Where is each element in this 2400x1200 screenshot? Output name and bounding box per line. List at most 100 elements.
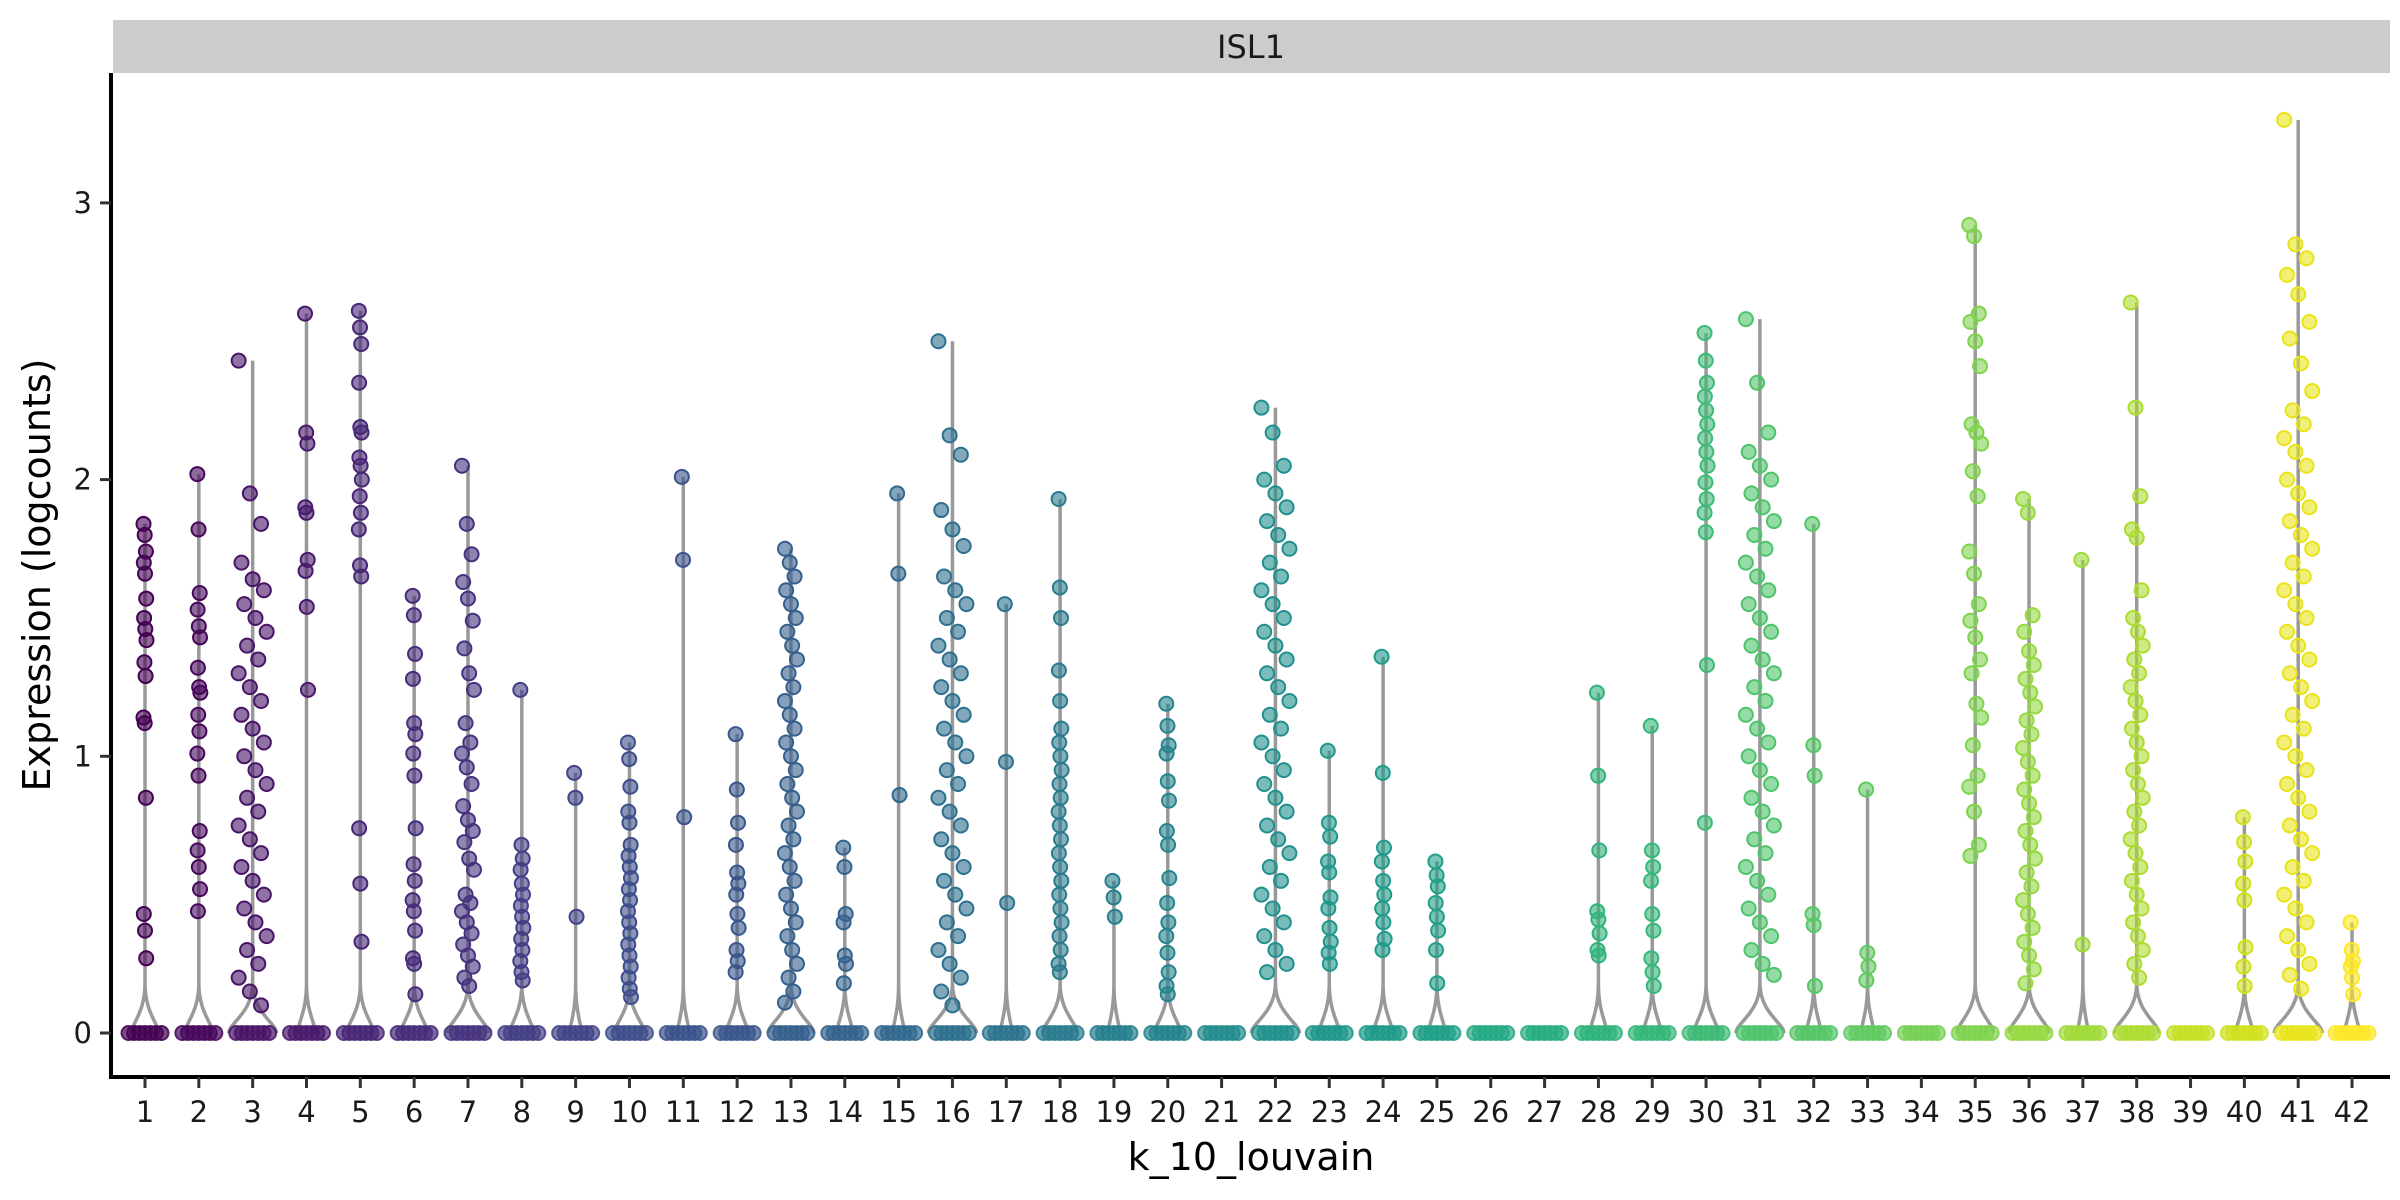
x-tick-label-3: 3 bbox=[243, 1095, 261, 1129]
x-tick-label-25: 25 bbox=[1418, 1095, 1455, 1129]
data-point-cluster-35 bbox=[1973, 709, 1990, 726]
data-point-cluster-13 bbox=[785, 831, 802, 848]
data-point-cluster-6 bbox=[405, 745, 422, 762]
data-point-cluster-31 bbox=[1751, 457, 1768, 474]
data-point-cluster-5 bbox=[353, 568, 370, 585]
data-point-cluster-23 bbox=[1321, 955, 1338, 972]
data-point-cluster-18 bbox=[1053, 831, 1070, 848]
data-point-cluster-22 bbox=[1278, 651, 1295, 668]
data-point-cluster-41 bbox=[2295, 568, 2312, 585]
data-point-cluster-20 bbox=[1159, 986, 1176, 1003]
data-point-cluster-36 bbox=[2022, 684, 2039, 701]
data-point-cluster-36 bbox=[2016, 623, 2033, 640]
data-point-cluster-10 bbox=[622, 989, 639, 1006]
data-point-cluster-42 bbox=[2344, 969, 2361, 986]
data-point-cluster-13 bbox=[780, 665, 797, 682]
data-point-cluster-7 bbox=[464, 958, 481, 975]
data-point-cluster-18 bbox=[1050, 490, 1067, 507]
x-tick-label-9: 9 bbox=[566, 1095, 584, 1129]
zero-point-cluster-42 bbox=[2360, 1025, 2377, 1041]
y-tick-label: 0 bbox=[74, 1016, 92, 1050]
data-point-cluster-35 bbox=[1966, 803, 1983, 820]
x-tick-label-16: 16 bbox=[934, 1095, 971, 1129]
data-point-cluster-31 bbox=[1737, 858, 1754, 875]
data-point-cluster-22 bbox=[1256, 471, 1273, 488]
data-point-cluster-41 bbox=[2290, 485, 2307, 502]
zero-point-cluster-2 bbox=[207, 1025, 224, 1041]
data-point-cluster-38 bbox=[2128, 734, 2145, 751]
data-point-cluster-5 bbox=[352, 457, 369, 474]
data-point-cluster-35 bbox=[1962, 313, 1979, 330]
data-point-cluster-20 bbox=[1159, 944, 1176, 961]
data-point-cluster-30 bbox=[1699, 416, 1716, 433]
data-point-cluster-6 bbox=[405, 903, 422, 920]
data-point-cluster-22 bbox=[1261, 706, 1278, 723]
data-point-cluster-38 bbox=[2128, 529, 2145, 546]
data-point-cluster-36 bbox=[2023, 878, 2040, 895]
data-point-cluster-25 bbox=[1427, 894, 1444, 911]
data-point-cluster-42 bbox=[2342, 914, 2359, 931]
data-point-cluster-16 bbox=[950, 928, 967, 945]
data-point-cluster-11 bbox=[676, 809, 693, 826]
data-point-cluster-31 bbox=[1763, 928, 1780, 945]
x-tick-label-23: 23 bbox=[1311, 1095, 1348, 1129]
data-point-cluster-3 bbox=[230, 817, 247, 834]
data-point-cluster-22 bbox=[1278, 955, 1295, 972]
data-point-cluster-41 bbox=[2293, 355, 2309, 372]
data-point-cluster-22 bbox=[1264, 900, 1281, 917]
data-point-cluster-22 bbox=[1275, 762, 1292, 779]
data-point-cluster-18 bbox=[1050, 803, 1067, 820]
data-point-cluster-19 bbox=[1105, 889, 1122, 906]
data-point-cluster-23 bbox=[1322, 828, 1339, 845]
data-point-cluster-7 bbox=[464, 612, 481, 629]
data-point-cluster-7 bbox=[456, 640, 473, 657]
data-point-cluster-30 bbox=[1698, 443, 1715, 460]
x-tick-label-22: 22 bbox=[1257, 1095, 1294, 1129]
data-point-cluster-18 bbox=[1051, 579, 1068, 596]
data-point-cluster-6 bbox=[407, 986, 424, 1003]
zero-point-cluster-37 bbox=[2091, 1025, 2108, 1041]
data-point-cluster-7 bbox=[461, 665, 478, 682]
data-point-cluster-3 bbox=[244, 720, 261, 737]
data-point-cluster-3 bbox=[230, 352, 247, 369]
data-point-cluster-13 bbox=[788, 651, 805, 668]
data-point-cluster-2 bbox=[192, 684, 209, 701]
data-point-cluster-2 bbox=[192, 881, 209, 898]
data-point-cluster-16 bbox=[941, 955, 958, 972]
data-point-cluster-37 bbox=[2073, 551, 2090, 568]
data-point-cluster-22 bbox=[1278, 499, 1295, 516]
data-point-cluster-24 bbox=[1376, 886, 1393, 903]
data-point-cluster-25 bbox=[1430, 922, 1447, 939]
data-point-cluster-5 bbox=[350, 302, 367, 319]
data-point-cluster-18 bbox=[1051, 775, 1068, 792]
data-point-cluster-17 bbox=[999, 894, 1016, 911]
data-point-cluster-41 bbox=[2279, 623, 2295, 640]
data-point-cluster-24 bbox=[1375, 839, 1392, 856]
data-point-cluster-36 bbox=[2022, 836, 2039, 853]
data-point-cluster-31 bbox=[1765, 665, 1782, 682]
data-point-cluster-38 bbox=[2122, 831, 2139, 848]
data-point-cluster-3 bbox=[255, 582, 272, 599]
data-point-cluster-13 bbox=[787, 762, 804, 779]
data-point-cluster-22 bbox=[1275, 914, 1292, 931]
data-point-cluster-3 bbox=[241, 679, 258, 696]
data-point-cluster-3 bbox=[233, 554, 250, 571]
data-point-cluster-2 bbox=[191, 723, 208, 740]
zero-point-cluster-7 bbox=[476, 1025, 493, 1041]
x-tick-label-30: 30 bbox=[1688, 1095, 1725, 1129]
data-point-cluster-40 bbox=[2237, 939, 2254, 956]
data-point-cluster-8 bbox=[514, 972, 531, 989]
data-point-cluster-25 bbox=[1429, 975, 1446, 992]
data-point-cluster-13 bbox=[781, 554, 798, 571]
data-point-cluster-36 bbox=[2019, 504, 2036, 521]
data-point-cluster-13 bbox=[776, 540, 793, 557]
data-point-cluster-38 bbox=[2125, 914, 2142, 931]
data-point-cluster-22 bbox=[1259, 817, 1276, 834]
data-point-cluster-5 bbox=[352, 319, 369, 336]
data-point-cluster-38 bbox=[2133, 900, 2150, 917]
data-point-cluster-41 bbox=[2301, 651, 2318, 668]
data-point-cluster-22 bbox=[1264, 424, 1281, 441]
data-point-cluster-20 bbox=[1160, 836, 1177, 853]
data-point-cluster-19 bbox=[1104, 872, 1121, 889]
